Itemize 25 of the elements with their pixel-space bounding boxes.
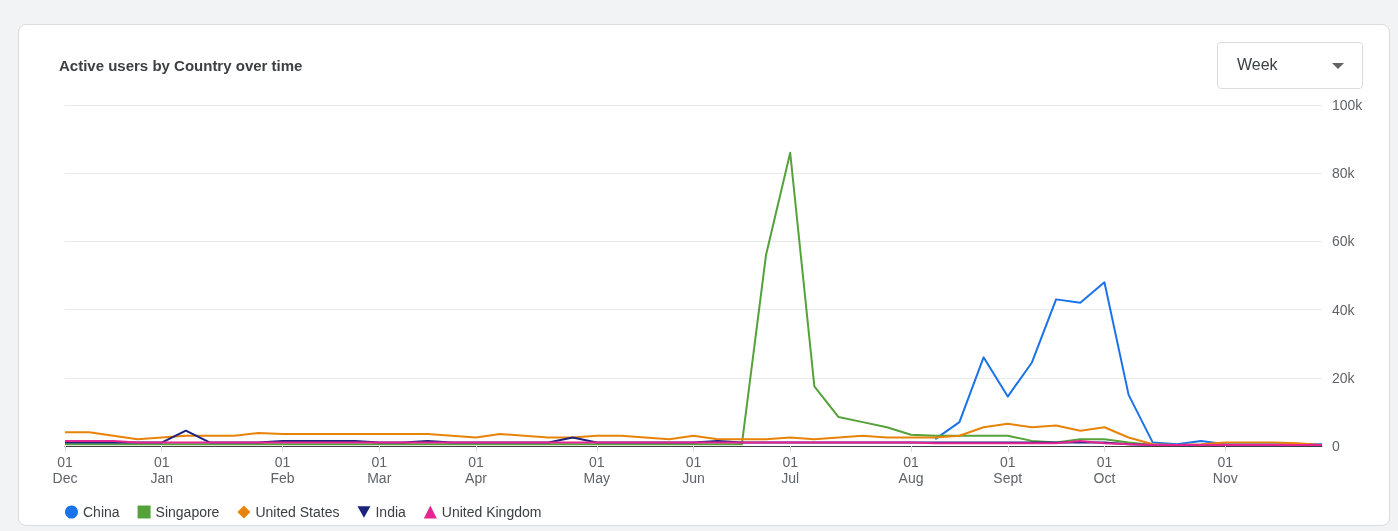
x-tick-label: 01 Jun [682,454,705,486]
x-tick-label: 01 Jul [781,454,800,486]
y-tick-label: 80k [1332,165,1356,182]
legend-label: India [375,504,407,520]
x-tick-label: 01 Jan [150,454,173,486]
y-tick-label: 40k [1332,301,1356,318]
x-tick-label: 01 May [583,454,611,486]
x-tick-label: 01 Apr [465,454,488,486]
dropdown-field: Week [1217,42,1363,89]
x-tick-label: 01 Aug [898,454,924,486]
x-tick-label: 01 Oct [1093,454,1116,486]
x-tick-label: 01 Feb [270,454,295,486]
legend-label: United Kingdom [441,504,542,520]
chart-title: Active users by Country over time [59,57,303,74]
x-tick-label: 01 Mar [367,454,392,486]
y-tick-label: 20k [1332,369,1356,386]
y-tick-label: 0 [1332,438,1340,454]
x-tick-label: 01 Nov [1212,454,1238,486]
y-tick-label: 100k [1332,97,1364,113]
legend-label: China [83,504,120,520]
legend-label: Singapore [155,504,220,520]
x-tick-label: 01 Sept [993,454,1023,486]
y-tick-label: 60k [1332,233,1356,250]
legend-label: United States [255,504,340,520]
x-tick-label: 01 Dec [52,454,78,486]
